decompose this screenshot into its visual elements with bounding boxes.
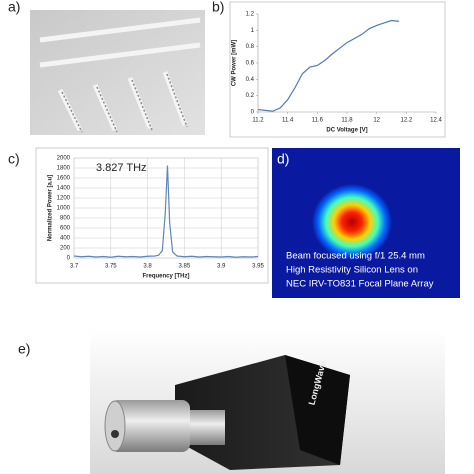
data-line: [73, 165, 259, 258]
y-tick-label: 1.2: [246, 12, 255, 18]
x-tick-label: 3.75: [105, 264, 117, 270]
panel-label: b): [212, 0, 224, 15]
device-side: [285, 355, 350, 465]
x-tick-label: 3.7: [70, 264, 79, 270]
x-tick-label: 12.2: [400, 118, 412, 124]
y-tick-label: 400: [60, 236, 71, 242]
y-tick-label: 600: [60, 226, 71, 232]
panel-label: c): [8, 151, 20, 167]
y-tick-label: 1800: [57, 166, 71, 172]
y-tick-label: 0.6: [246, 61, 255, 67]
x-tick-label: 3.95: [252, 264, 264, 270]
y-tick-label: 1: [251, 28, 255, 34]
device-face: [104, 400, 126, 452]
x-axis-title: DC Voltage [V]: [326, 128, 367, 134]
panel-label: e): [18, 341, 30, 357]
chip-structures: [39, 17, 201, 132]
chip-teeth: [61, 73, 188, 133]
y-tick-label: 0.4: [246, 77, 255, 83]
y-tick-label: 1400: [57, 186, 71, 192]
x-tick-label: 11.2: [252, 118, 264, 124]
beam-caption: NEC IRV-TO831 Focal Plane Array: [286, 279, 434, 290]
panel-label: a): [8, 0, 20, 15]
y-tick-label: 1600: [57, 176, 71, 182]
panel-label: d): [277, 151, 289, 167]
y-tick-label: 1000: [57, 206, 71, 212]
chart-frame: [229, 1, 446, 138]
x-tick-label: 11.6: [312, 118, 324, 124]
y-tick-label: 2000: [57, 156, 71, 162]
y-tick-label: 1200: [57, 196, 71, 202]
y-tick-label: 0.2: [246, 93, 255, 99]
x-tick-label: 11.4: [282, 118, 294, 124]
y-axis-title: CW Power [mW]: [232, 40, 238, 86]
y-tick-label: 200: [60, 246, 71, 252]
x-tick-label: 12.4: [430, 118, 442, 124]
beam-caption: High Resistivity Silicon Lens on: [286, 265, 418, 276]
y-axis-title: Normalized Power [a.u]: [48, 175, 54, 241]
x-axis-title: Frequency [THz]: [142, 274, 189, 280]
y-tick-label: 0.8: [246, 44, 255, 50]
device-aperture: [111, 430, 119, 438]
x-tick-label: 11.8: [341, 118, 353, 124]
x-tick-label: 12: [373, 118, 380, 124]
x-tick-label: 3.8: [143, 264, 152, 270]
x-tick-label: 3.85: [179, 264, 191, 270]
y-tick-label: 0: [67, 256, 71, 262]
annotation: 3.827 THz: [96, 162, 147, 174]
y-tick-label: 800: [60, 216, 71, 222]
data-line: [257, 19, 399, 112]
device-cylinder: [110, 400, 190, 452]
x-tick-label: 3.9: [217, 264, 226, 270]
beam-spot: [312, 184, 392, 260]
y-tick-label: 0: [251, 110, 255, 116]
beam-caption: Beam focused using f/1 25.4 mm: [286, 251, 425, 262]
chart-frame: [35, 147, 269, 284]
